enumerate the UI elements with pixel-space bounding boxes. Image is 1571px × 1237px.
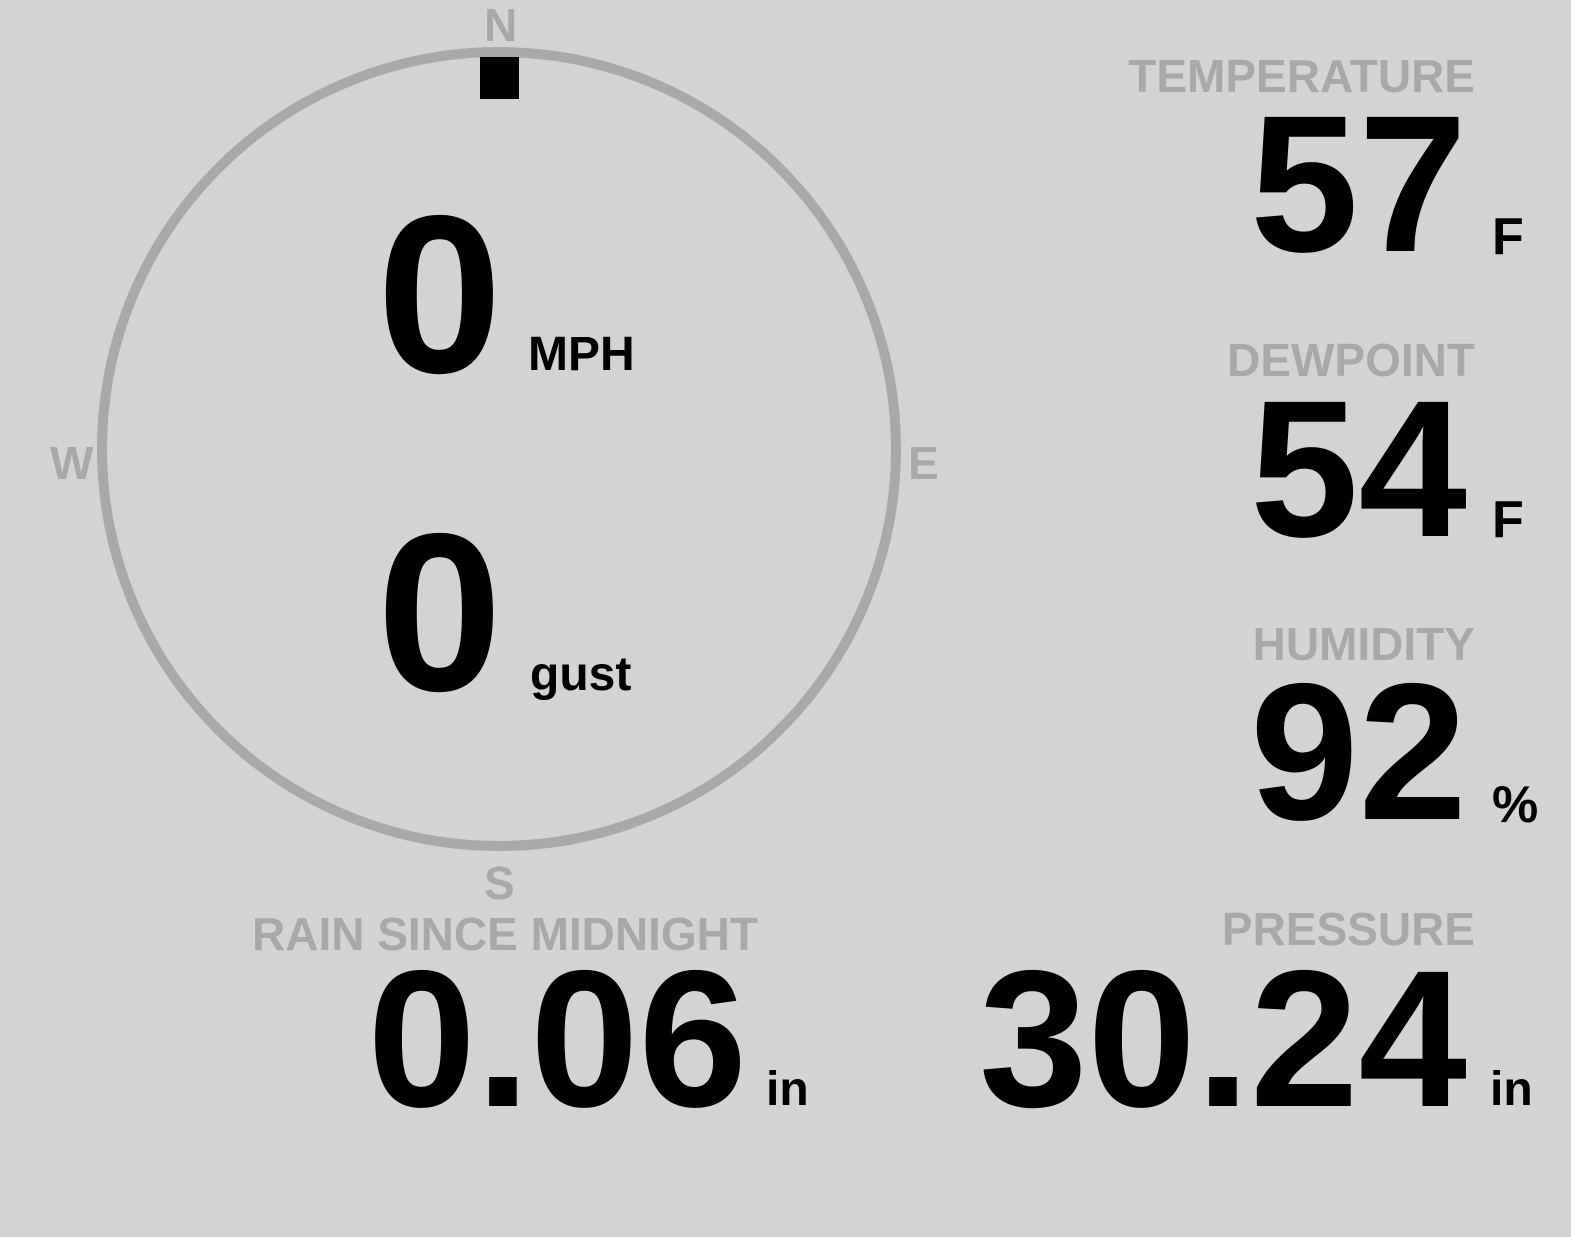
humidity-value: 92 [1250,643,1467,861]
temperature-value: 57 [1250,75,1467,293]
dewpoint-unit: F [1492,491,1524,549]
wind-gust-value: 0 [377,486,503,738]
wind-direction-marker [480,57,519,99]
temperature-unit: F [1492,208,1524,266]
pressure-value: 30.24 [979,930,1467,1148]
wind-speed-value: 0 [377,168,503,420]
pressure-unit: in [1490,1063,1533,1116]
compass-south: S [484,857,515,909]
wind-gust-unit: gust [530,648,632,701]
wind-speed-unit: MPH [528,328,635,381]
rain-unit: in [766,1063,809,1116]
compass-dial [97,47,901,851]
compass-east: E [908,437,939,489]
humidity-unit: % [1492,776,1539,834]
dewpoint-value: 54 [1250,360,1467,578]
compass-west: W [50,437,94,489]
compass-ring [97,47,901,851]
rain-value: 0.06 [367,930,747,1148]
dewpoint-label: DEWPOINT [1227,334,1475,386]
compass-north: N [484,0,518,51]
rain-label: RAIN SINCE MIDNIGHT [252,908,758,960]
pressure-label: PRESSURE [1221,903,1475,955]
humidity-label: HUMIDITY [1252,618,1475,670]
temperature-label: TEMPERATURE [1128,50,1475,102]
